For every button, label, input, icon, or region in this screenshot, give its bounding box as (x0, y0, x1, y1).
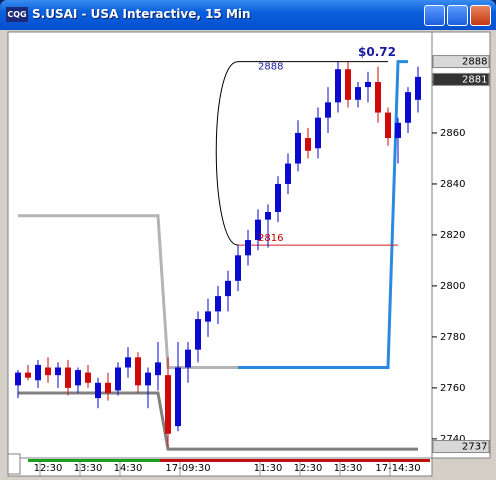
candle-body (215, 296, 221, 312)
price-marker-label: 2881 (462, 74, 487, 85)
candle-body (45, 367, 51, 376)
candle-body (65, 367, 71, 388)
candle-body (155, 362, 161, 376)
candle-body (295, 132, 301, 164)
maximize-button[interactable] (447, 5, 468, 26)
candle-body (395, 122, 401, 139)
chart: 2740276027802800282028402860288012:3013:… (0, 30, 496, 480)
candle-body (185, 349, 191, 368)
candle-body (325, 102, 331, 118)
x-tick-label: 14:30 (114, 463, 143, 474)
y-tick-label: 2800 (440, 281, 465, 292)
annotation: $0.72 (358, 45, 396, 59)
annotation: 2888 (258, 62, 283, 73)
candle-body (225, 280, 231, 297)
candle-body (235, 255, 241, 281)
x-tick-label: 17-14:30 (375, 463, 420, 474)
y-tick-label: 2820 (440, 230, 465, 241)
window-title: S.USAI - USA Interactive, 15 Min (32, 7, 251, 21)
minimize-button[interactable] (424, 5, 445, 26)
candle-body (405, 92, 411, 123)
candle-body (265, 211, 271, 220)
close-button[interactable] (470, 5, 491, 26)
candle-body (35, 364, 41, 381)
candle-body (315, 117, 321, 149)
candle-body (115, 367, 121, 391)
candle-body (95, 382, 101, 399)
price-axis (431, 31, 491, 459)
y-tick-label: 2740 (440, 434, 465, 445)
candle-body (85, 372, 91, 383)
candle-body (415, 76, 421, 100)
candle-body (275, 183, 281, 212)
x-tick-label: 11:30 (254, 463, 283, 474)
candle-body (55, 367, 61, 376)
candle-body (195, 319, 201, 350)
candle-body (75, 370, 81, 386)
y-tick-label: 2860 (440, 128, 465, 139)
candle-body (245, 240, 251, 256)
x-tick-label: 13:30 (74, 463, 103, 474)
candle-body (345, 69, 351, 100)
candle-body (385, 112, 391, 139)
candle-body (25, 372, 31, 378)
price-marker (432, 440, 490, 454)
x-tick-label: 17-09:30 (165, 463, 210, 474)
session-bar (160, 459, 430, 462)
candle-body (175, 367, 181, 427)
y-tick-label: 2760 (440, 383, 465, 394)
candle-body (365, 81, 371, 88)
app-icon: CQG (6, 7, 28, 22)
y-tick-label: 2780 (440, 332, 465, 343)
candle-body (375, 81, 381, 113)
price-marker-label: 2737 (462, 442, 487, 453)
corner-box[interactable] (7, 453, 21, 475)
candle-body (355, 87, 361, 100)
candle-body (205, 311, 211, 322)
price-marker (432, 72, 490, 86)
candle-body (165, 375, 171, 434)
candle-body (285, 163, 291, 184)
candle-body (255, 219, 261, 241)
session-bar (28, 459, 160, 462)
overlay-line (18, 391, 418, 451)
candle-body (305, 138, 311, 151)
candle-body (125, 357, 131, 368)
price-marker-label: 2888 (462, 57, 487, 68)
candle-body (15, 372, 21, 386)
candle-body (145, 372, 151, 386)
x-tick-label: 12:30 (294, 463, 323, 474)
x-tick-label: 13:30 (334, 463, 363, 474)
candle-body (105, 382, 111, 393)
overlay-line (238, 60, 408, 369)
candle-body (335, 69, 341, 103)
x-tick-label: 12:30 (34, 463, 63, 474)
title-bar: CQG S.USAI - USA Interactive, 15 Min (0, 0, 496, 30)
annotation: 2816 (258, 233, 283, 244)
candle-body (135, 357, 141, 386)
price-marker (432, 55, 490, 69)
y-tick-label: 2840 (440, 179, 465, 190)
overlay-line (18, 214, 238, 369)
annotation-arc (215, 61, 388, 246)
